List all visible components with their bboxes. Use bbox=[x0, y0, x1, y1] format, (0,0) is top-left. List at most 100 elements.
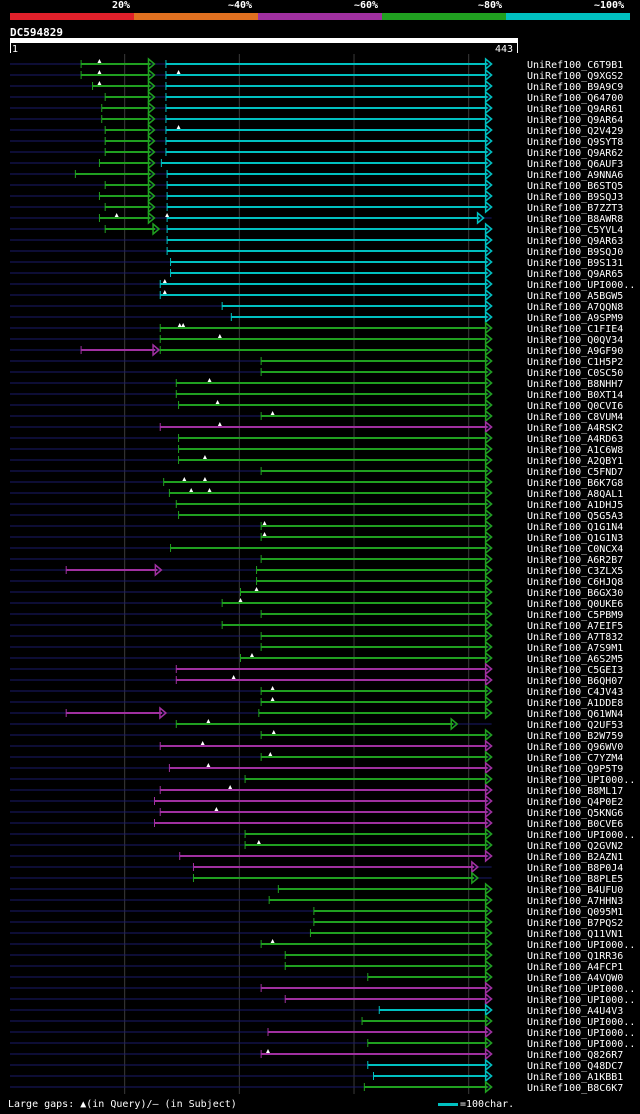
hit-label: UniRef100_C3ZLX5 bbox=[527, 566, 623, 577]
query-gap-marker bbox=[97, 70, 102, 74]
hit-segment-arrow bbox=[484, 189, 493, 203]
hit-segment-arrow bbox=[476, 211, 485, 225]
hit-segment-arrow bbox=[484, 112, 493, 126]
hit-label: UniRef100_C8VUM4 bbox=[527, 412, 623, 423]
hit-segment-arrow bbox=[484, 475, 493, 489]
hit-label: UniRef100_UPI000.. bbox=[527, 775, 635, 786]
hit-label: UniRef100_A2QBY1 bbox=[527, 456, 623, 467]
query-gap-marker bbox=[177, 323, 182, 327]
hit-segment-arrow bbox=[484, 970, 493, 984]
hit-segment-arrow bbox=[484, 530, 493, 544]
hit-label: UniRef100_Q9SYT8 bbox=[527, 137, 623, 148]
hit-segment-arrow bbox=[484, 156, 493, 170]
hit-segment-arrow bbox=[484, 574, 493, 588]
hit-label: UniRef100_A6S2M5 bbox=[527, 654, 623, 665]
scale-swatch bbox=[438, 1102, 458, 1106]
hit-label: UniRef100_Q9AR62 bbox=[527, 148, 623, 159]
hit-label: UniRef100_Q4P0E2 bbox=[527, 797, 623, 808]
hit-segment-arrow bbox=[484, 167, 493, 181]
query-gap-marker bbox=[214, 807, 219, 811]
footer-gaps-legend: Large gaps: ▲(in Query)/— (in Subject) bbox=[8, 1099, 237, 1110]
hit-segment-arrow bbox=[484, 497, 493, 511]
query-gap-marker bbox=[202, 477, 207, 481]
hit-label: UniRef100_B8ML17 bbox=[527, 786, 623, 797]
hit-label: UniRef100_B8P0J4 bbox=[527, 863, 623, 874]
hit-label: UniRef100_Q6AUF3 bbox=[527, 159, 623, 170]
query-gap-marker bbox=[228, 785, 233, 789]
hit-segment-arrow bbox=[484, 541, 493, 555]
hit-segment-arrow bbox=[147, 90, 156, 104]
hit-label: UniRef100_Q9AR65 bbox=[527, 269, 623, 280]
hit-label: UniRef100_B8NHH7 bbox=[527, 379, 623, 390]
hit-segment-arrow bbox=[484, 662, 493, 676]
hit-label: UniRef100_Q1G1N4 bbox=[527, 522, 623, 533]
query-gap-marker bbox=[268, 752, 273, 756]
footer-scale-label: =100char. bbox=[460, 1099, 515, 1110]
hit-label: UniRef100_C0NCX4 bbox=[527, 544, 623, 555]
hit-label: UniRef100_B9A9C9 bbox=[527, 82, 623, 93]
query-gap-marker bbox=[189, 488, 194, 492]
hit-label: UniRef100_C7YZM4 bbox=[527, 753, 623, 764]
hit-label: UniRef100_B7PQS2 bbox=[527, 918, 623, 929]
hit-segment-arrow bbox=[484, 783, 493, 797]
hit-segment-arrow bbox=[484, 134, 493, 148]
hit-label: UniRef100_C5YVL4 bbox=[527, 225, 623, 236]
hit-label: UniRef100_UPI000.. bbox=[527, 1039, 635, 1050]
hit-segment-arrow bbox=[484, 398, 493, 412]
query-gap-marker bbox=[182, 477, 187, 481]
hit-segment-arrow bbox=[484, 409, 493, 423]
query-name: DC594829 bbox=[10, 26, 63, 39]
hit-segment-arrow bbox=[484, 332, 493, 346]
legend-color-bar bbox=[10, 13, 630, 20]
hit-segment-arrow bbox=[484, 992, 493, 1006]
hit-segment-arrow bbox=[484, 442, 493, 456]
hit-label: UniRef100_A8QAL1 bbox=[527, 489, 623, 500]
query-gap-marker bbox=[217, 422, 222, 426]
hit-segment-arrow bbox=[484, 629, 493, 643]
hit-segment-arrow bbox=[484, 1014, 493, 1028]
hit-label: UniRef100_Q826R7 bbox=[527, 1050, 623, 1061]
hit-segment-arrow bbox=[484, 222, 493, 236]
hit-label: UniRef100_Q48DC7 bbox=[527, 1061, 623, 1072]
hit-label: UniRef100_B9S131 bbox=[527, 258, 623, 269]
query-gap-marker bbox=[207, 488, 212, 492]
hit-segment-arrow bbox=[147, 189, 156, 203]
hit-segment-arrow bbox=[484, 255, 493, 269]
hit-segment-arrow bbox=[484, 728, 493, 742]
hit-segment-arrow bbox=[147, 200, 156, 214]
query-gap-marker bbox=[114, 213, 119, 217]
hit-segment-arrow bbox=[147, 101, 156, 115]
hit-label: UniRef100_B6QH07 bbox=[527, 676, 623, 687]
legend-swatch-60 bbox=[258, 13, 382, 20]
hit-label: UniRef100_C6T9B1 bbox=[527, 60, 623, 71]
hit-label: UniRef100_A7T832 bbox=[527, 632, 623, 643]
query-gap-marker bbox=[165, 213, 170, 217]
hit-segment-arrow bbox=[484, 376, 493, 390]
hit-label: UniRef100_B2AZN1 bbox=[527, 852, 623, 863]
hit-segment-arrow bbox=[484, 772, 493, 786]
legend-label-40: ~40% bbox=[228, 0, 253, 11]
hit-segment-arrow bbox=[484, 354, 493, 368]
query-gap-marker bbox=[176, 125, 181, 129]
hit-segment-arrow bbox=[484, 827, 493, 841]
query-gap-marker bbox=[231, 675, 236, 679]
hit-segment-arrow bbox=[484, 244, 493, 258]
hit-segment-arrow bbox=[484, 838, 493, 852]
hit-label: UniRef100_Q2V429 bbox=[527, 126, 623, 137]
hit-label: UniRef100_Q96WV0 bbox=[527, 742, 623, 753]
hit-label: UniRef100_A4RD63 bbox=[527, 434, 623, 445]
hit-segment-arrow bbox=[147, 145, 156, 159]
query-gap-marker bbox=[262, 532, 267, 536]
hit-segment-arrow bbox=[484, 123, 493, 137]
hit-segment-arrow bbox=[484, 805, 493, 819]
hit-label: UniRef100_UPI000.. bbox=[527, 1028, 635, 1039]
hit-segment-arrow bbox=[484, 101, 493, 115]
hit-label: UniRef100_A7S9M1 bbox=[527, 643, 623, 654]
hit-segment-arrow bbox=[471, 871, 480, 885]
query-bar bbox=[10, 38, 518, 43]
hit-label: UniRef100_A7QQN8 bbox=[527, 302, 623, 313]
hit-label: UniRef100_B8AWR8 bbox=[527, 214, 623, 225]
hit-segment-arrow bbox=[147, 134, 156, 148]
hit-label: UniRef100_C5PBM9 bbox=[527, 610, 623, 621]
